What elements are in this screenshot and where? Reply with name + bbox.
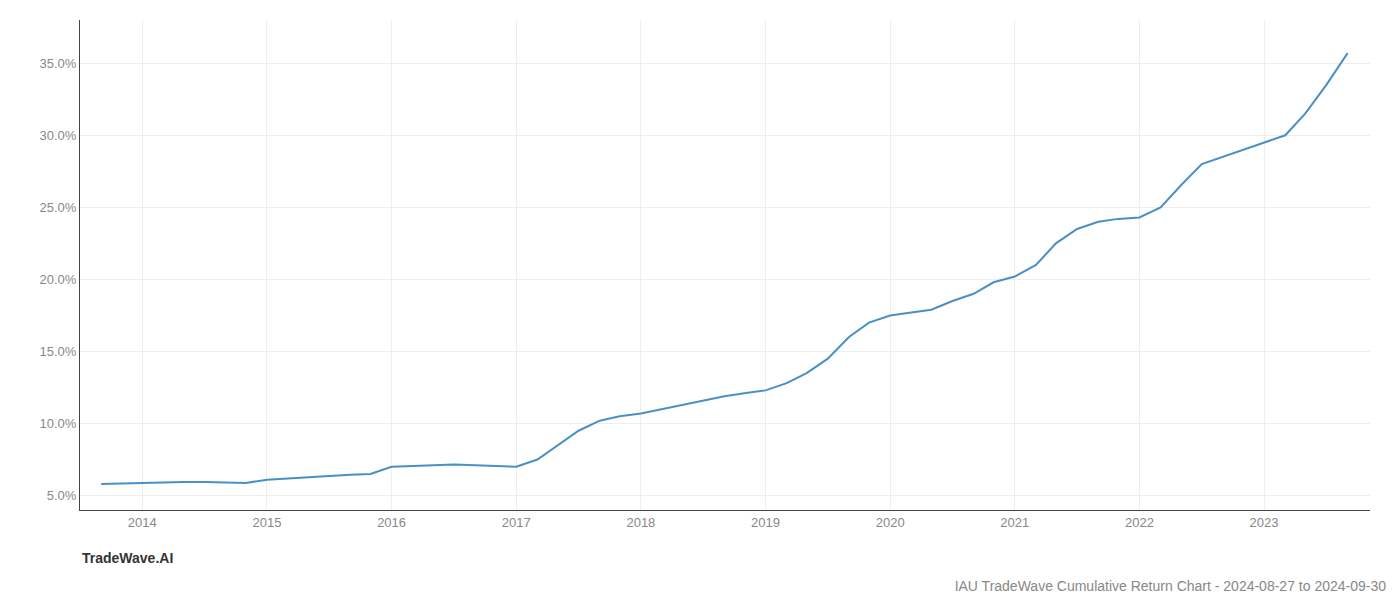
- svg-text:25.0%: 25.0%: [40, 200, 77, 215]
- svg-text:2016: 2016: [377, 515, 406, 530]
- svg-text:IAU TradeWave Cumulative Retur: IAU TradeWave Cumulative Return Chart - …: [955, 578, 1387, 594]
- svg-text:2018: 2018: [626, 515, 655, 530]
- svg-text:TradeWave.AI: TradeWave.AI: [82, 550, 173, 566]
- svg-text:2022: 2022: [1125, 515, 1154, 530]
- svg-text:30.0%: 30.0%: [40, 128, 77, 143]
- svg-text:15.0%: 15.0%: [40, 344, 77, 359]
- svg-text:2019: 2019: [751, 515, 780, 530]
- svg-text:2014: 2014: [128, 515, 157, 530]
- svg-text:5.0%: 5.0%: [47, 488, 77, 503]
- svg-text:2017: 2017: [502, 515, 531, 530]
- svg-text:35.0%: 35.0%: [40, 56, 77, 71]
- svg-text:10.0%: 10.0%: [40, 416, 77, 431]
- svg-text:2015: 2015: [252, 515, 281, 530]
- svg-text:2023: 2023: [1250, 515, 1279, 530]
- svg-text:20.0%: 20.0%: [40, 272, 77, 287]
- svg-text:2020: 2020: [876, 515, 905, 530]
- svg-text:2021: 2021: [1000, 515, 1029, 530]
